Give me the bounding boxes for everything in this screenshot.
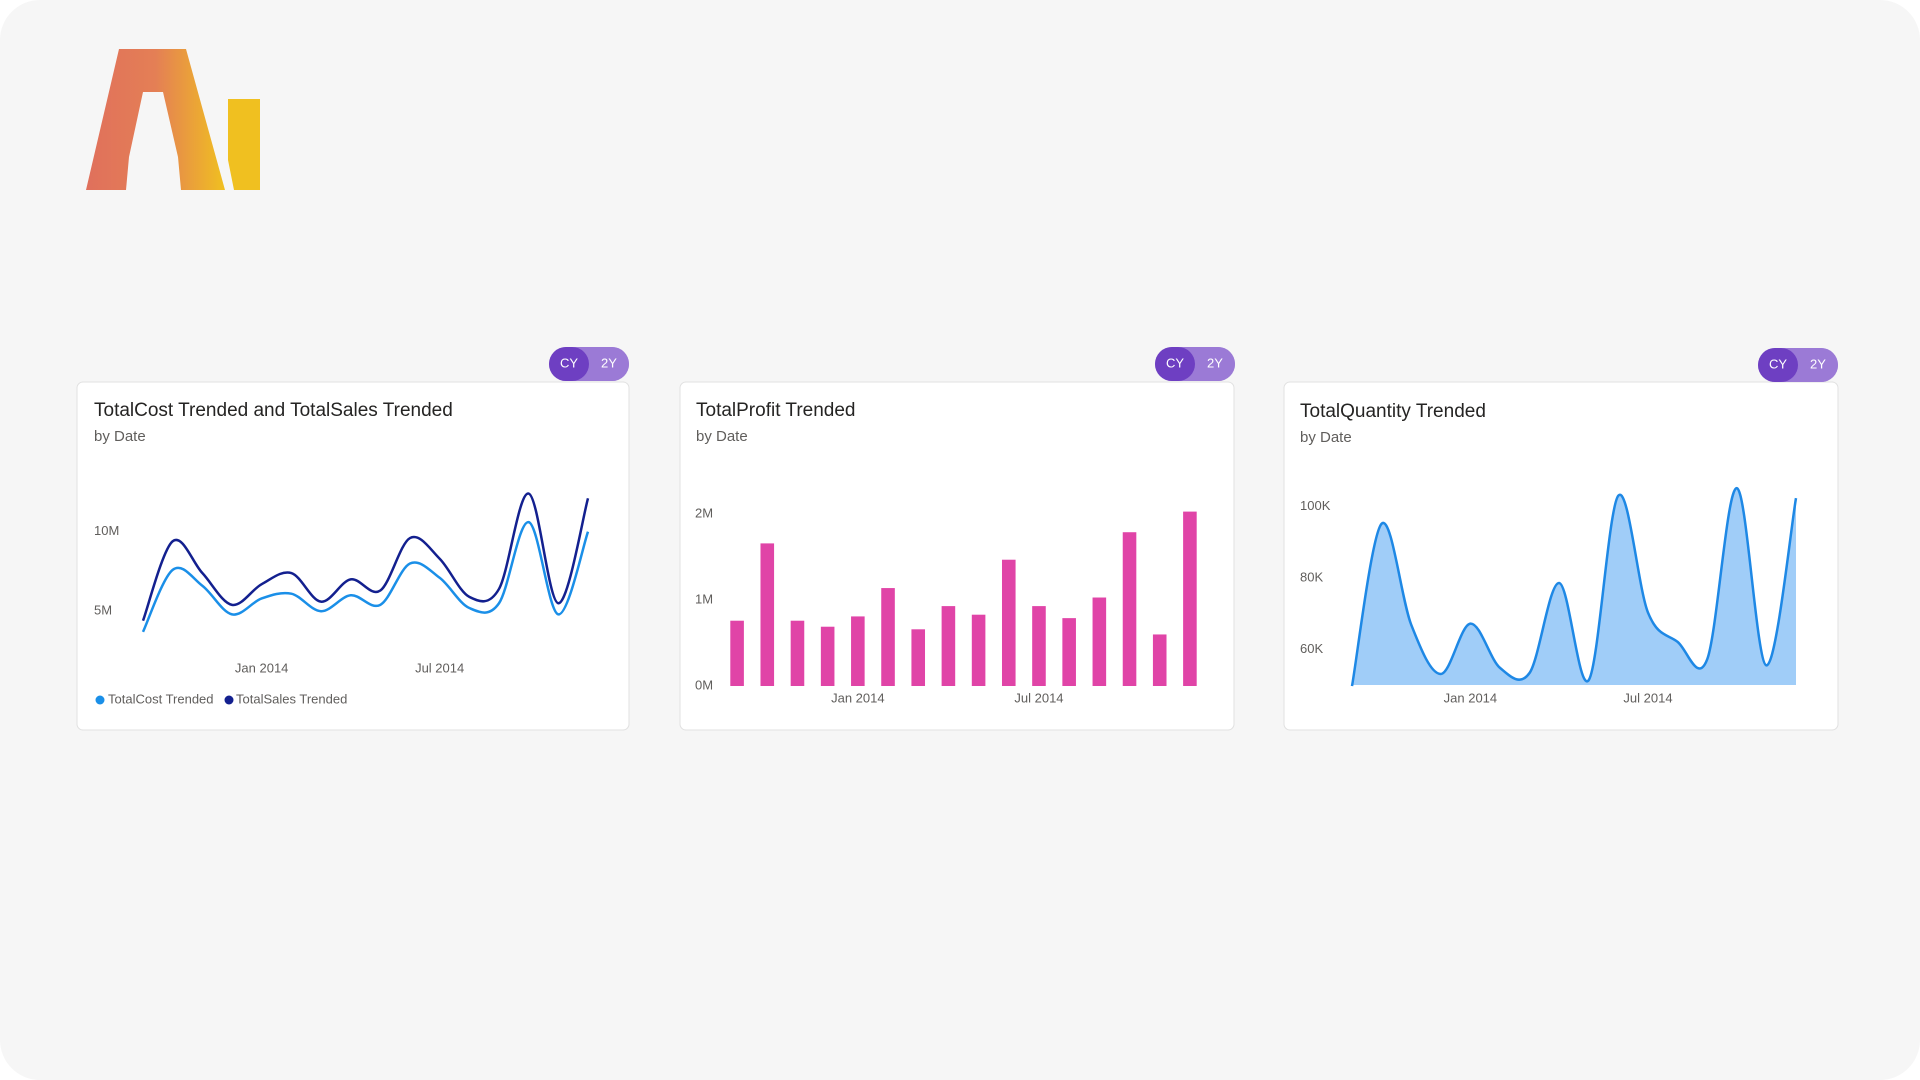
- card: [1283, 381, 1839, 731]
- bar: [1001, 559, 1016, 686]
- y-tick-label: 10M: [94, 523, 119, 538]
- bar: [1122, 532, 1137, 686]
- bar: [881, 588, 895, 686]
- card: [76, 381, 630, 731]
- legend-label: TotalCost Trended: [108, 691, 214, 706]
- toggle-button[interactable]: [589, 347, 629, 381]
- bar: [941, 606, 956, 686]
- x-tick-label: Jul 2014: [415, 660, 464, 675]
- line: [141, 520, 590, 633]
- toggle-button-label[interactable]: 2Y: [601, 355, 617, 370]
- x-tick-label: Jul 2014: [1014, 690, 1063, 705]
- logo-a: [86, 49, 225, 190]
- chart-title: TotalProfit Trended: [696, 400, 855, 421]
- y-tick-label: 100K: [1300, 498, 1331, 513]
- bar: [790, 620, 805, 686]
- legend-marker: [95, 695, 105, 705]
- bar: [1152, 634, 1167, 686]
- x-tick-label: Jan 2014: [1444, 690, 1498, 705]
- bar: [730, 620, 744, 686]
- toggle-button-label[interactable]: 2Y: [1207, 355, 1223, 370]
- x-tick-label: Jan 2014: [831, 690, 885, 705]
- toggle-button[interactable]: [1798, 348, 1838, 382]
- toggle-button[interactable]: [1758, 348, 1798, 382]
- y-tick-label: 1M: [695, 592, 713, 607]
- legend-marker: [224, 695, 234, 705]
- bar: [1092, 597, 1107, 686]
- line: [141, 492, 590, 622]
- chart-title: TotalCost Trended and TotalSales Trended: [94, 400, 453, 421]
- logo: [86, 49, 260, 190]
- toggle-button[interactable]: [1155, 347, 1195, 381]
- area-fill: [1352, 488, 1796, 687]
- toggle-button-label[interactable]: CY: [560, 355, 578, 370]
- chart-subtitle: by Date: [94, 428, 146, 445]
- toggle-button-label[interactable]: 2Y: [1810, 356, 1826, 371]
- toggle-button-label[interactable]: CY: [1166, 355, 1184, 370]
- bar: [1032, 606, 1046, 686]
- area-line: [1350, 486, 1798, 687]
- toggle-button[interactable]: [1195, 347, 1235, 381]
- legend-label: TotalSales Trended: [236, 691, 347, 706]
- y-tick-label: 60K: [1300, 641, 1323, 656]
- bar: [971, 614, 986, 686]
- bar: [851, 616, 865, 686]
- bar: [911, 629, 926, 686]
- chart-subtitle: by Date: [1300, 429, 1352, 446]
- toggle-button[interactable]: [549, 347, 589, 381]
- x-tick-label: Jan 2014: [235, 660, 289, 675]
- y-tick-label: 80K: [1300, 569, 1323, 584]
- chart-subtitle: by Date: [696, 428, 748, 445]
- y-tick-label: 2M: [695, 506, 713, 521]
- bar: [820, 626, 835, 686]
- bar: [1183, 511, 1197, 686]
- x-tick-label: Jul 2014: [1623, 690, 1672, 705]
- logo-i: [228, 99, 260, 190]
- y-tick-label: 0M: [695, 677, 713, 692]
- bar: [760, 543, 775, 686]
- bar: [1062, 618, 1076, 686]
- chart-title: TotalQuantity Trended: [1300, 401, 1486, 422]
- y-tick-label: 5M: [94, 603, 112, 618]
- toggle-button-label[interactable]: CY: [1769, 356, 1787, 371]
